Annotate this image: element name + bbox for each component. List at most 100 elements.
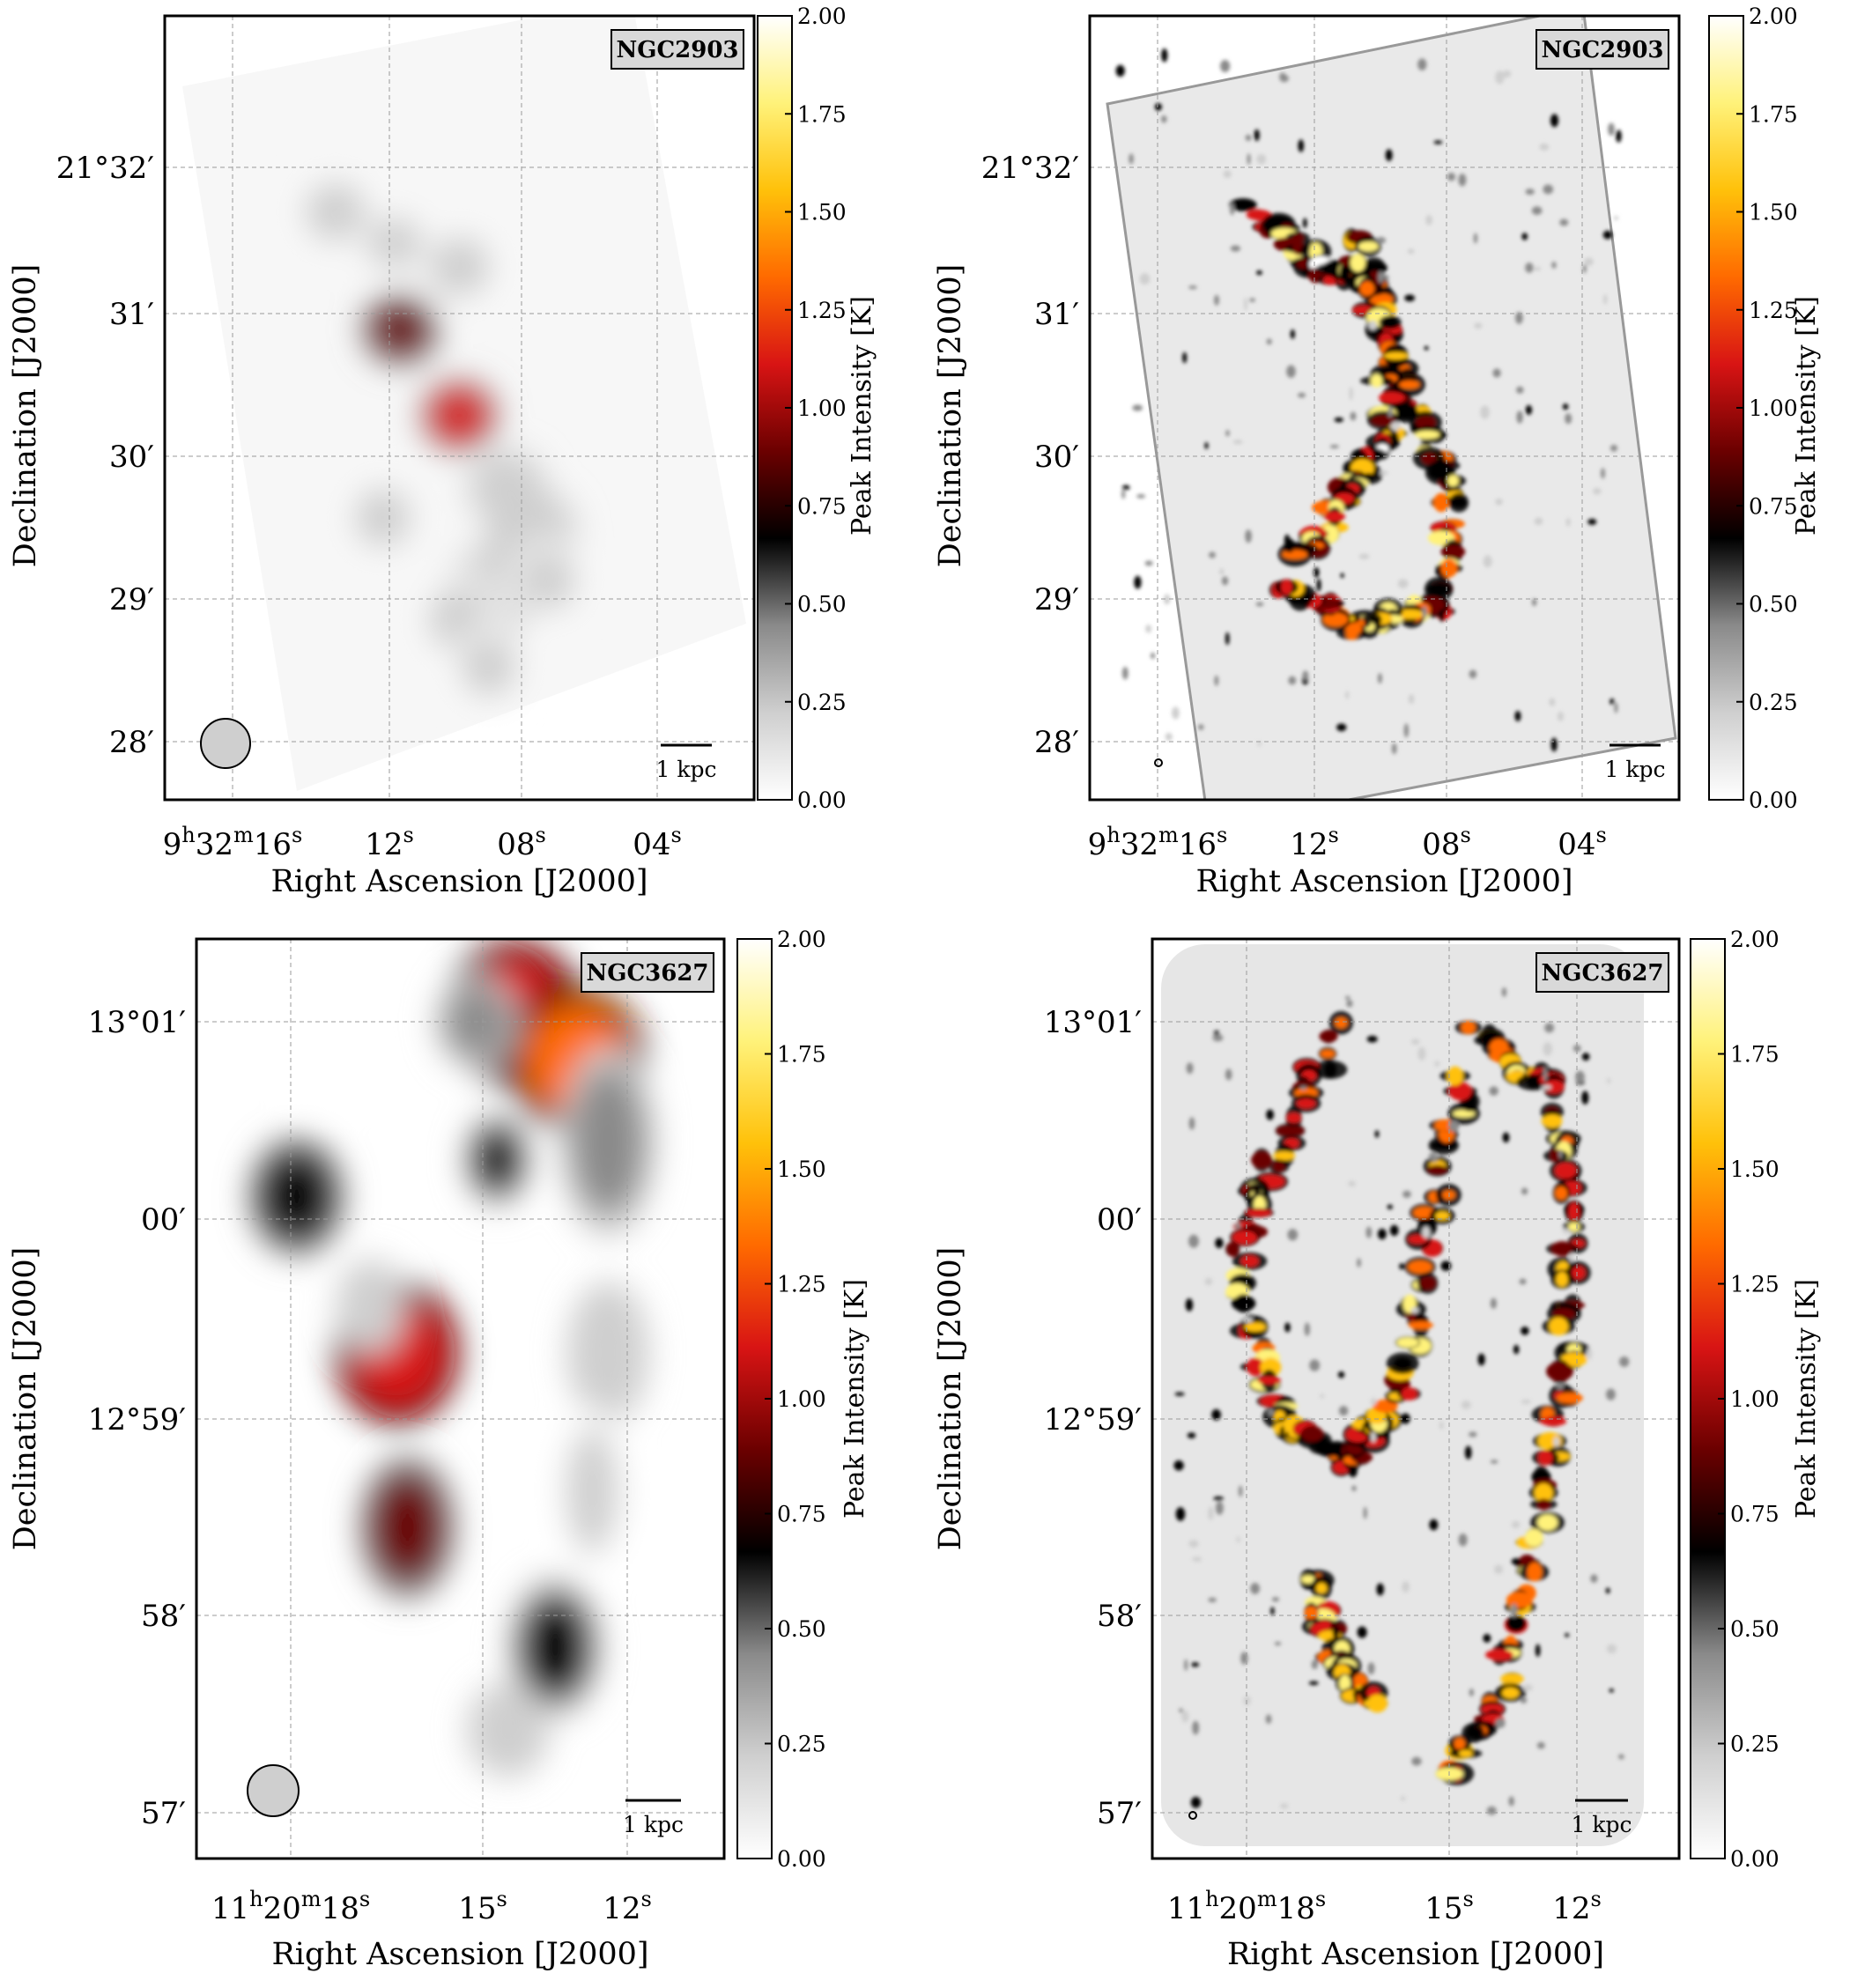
faint-clump <box>1374 1130 1380 1138</box>
galaxy-label-box <box>581 952 714 993</box>
faint-clump <box>1587 518 1597 525</box>
faint-clump <box>1494 1564 1504 1574</box>
clump <box>1378 391 1405 403</box>
faint-clump <box>1132 404 1143 411</box>
faint-clump <box>1218 568 1225 575</box>
faint-clump <box>1616 129 1622 143</box>
faint-clump <box>1584 257 1594 266</box>
faint-clump <box>1287 1229 1299 1241</box>
faint-clump <box>1411 1038 1420 1046</box>
colorbar-tick-label: 1.75 <box>1730 1042 1780 1068</box>
clump <box>1297 1098 1316 1109</box>
faint-clump <box>1186 1062 1194 1075</box>
faint-clump <box>1243 1696 1251 1706</box>
galaxy-label-box <box>1536 952 1669 993</box>
faint-clump <box>1544 1023 1555 1033</box>
colorbar-tick-label: 0.50 <box>1749 592 1798 617</box>
faint-clump <box>1229 203 1235 216</box>
colorbar-label: Peak Intensity [K] <box>1791 1279 1822 1519</box>
panel-ngc2903-detailed: NGC2903 1 kpc 9h32m16s 12s 08s 04s 21°32′ 31′ 30… <box>925 0 1850 916</box>
faint-clump <box>1581 1090 1589 1105</box>
clump <box>1393 1357 1412 1370</box>
faint-clump <box>1429 1519 1439 1531</box>
emission-blob <box>365 215 425 271</box>
clump <box>1426 584 1451 595</box>
faint-clump <box>1232 440 1243 445</box>
ra-tick-label: 15s <box>1424 1887 1474 1926</box>
clump <box>1454 1738 1466 1750</box>
faint-clump <box>1220 60 1231 73</box>
faint-clump <box>1243 297 1247 311</box>
clump <box>1557 1393 1583 1404</box>
x-axis-label: Right Ascension [J2000] <box>270 864 648 899</box>
faint-clump <box>1606 1644 1617 1654</box>
ra-tick-label: 15s <box>458 1887 507 1926</box>
ra-tick-label: 11h20m18s <box>211 1887 370 1926</box>
faint-clump <box>1309 1359 1321 1371</box>
clump <box>1231 198 1255 211</box>
faint-clump <box>1515 312 1523 324</box>
scale-bar-label: 1 kpc <box>1604 757 1665 782</box>
faint-clump <box>1366 1035 1378 1043</box>
faint-clump <box>1172 706 1180 720</box>
emission-clumps <box>1173 987 1630 1815</box>
clump <box>1231 1295 1256 1312</box>
clump <box>1384 351 1409 360</box>
faint-clump <box>1483 555 1492 568</box>
beam-ellipse <box>200 718 251 769</box>
colorbar-tick-label: 1.75 <box>1749 101 1798 127</box>
faint-clump <box>1521 1400 1531 1404</box>
clump <box>1555 1186 1568 1201</box>
clump <box>1232 1230 1257 1245</box>
faint-clump <box>1391 421 1400 432</box>
dec-tick-label: 00′ <box>1097 1202 1142 1238</box>
faint-clump <box>1411 1756 1422 1766</box>
faint-clump <box>1179 1708 1183 1713</box>
colorbar-tick-label: 0.00 <box>1730 1846 1780 1872</box>
faint-clump <box>1213 1497 1225 1501</box>
clump <box>1421 452 1437 464</box>
x-axis-label: Right Ascension [J2000] <box>271 1937 648 1972</box>
faint-clump <box>1519 1278 1527 1285</box>
faint-clump <box>1249 298 1256 302</box>
faint-clump <box>1320 1393 1325 1399</box>
faint-clump <box>1344 995 1350 1000</box>
faint-clump <box>1204 441 1209 449</box>
clump <box>1524 1528 1543 1548</box>
faint-clump <box>1525 404 1533 416</box>
galaxy-name: NGC3627 <box>586 960 708 987</box>
clump <box>1301 1575 1315 1584</box>
faint-clump <box>1439 455 1446 467</box>
scale-bar-label: 1 kpc <box>1571 1812 1632 1837</box>
faint-clump <box>1192 1556 1202 1562</box>
faint-clump <box>1161 48 1168 63</box>
faint-clump <box>1242 1317 1254 1323</box>
clump <box>1291 233 1304 243</box>
colorbar-tick-label: 2.00 <box>1730 927 1780 952</box>
faint-clump <box>1447 172 1456 181</box>
image-panel: NGC3627 1 kpc 11h20m18s 15s 12s 13°01′ 00′ 12°5… <box>933 927 1822 1972</box>
panel-ngc3627-smooth: NGC3627 1 kpc 11h20m18s 15s 12s 13°01′ 00′ 12°5… <box>0 916 925 1984</box>
faint-clump <box>1314 567 1320 578</box>
clump <box>1322 612 1349 627</box>
faint-clump <box>1240 1652 1248 1665</box>
faint-clump <box>1151 652 1156 660</box>
faint-clump <box>1543 184 1554 195</box>
emission-blob <box>259 1150 334 1243</box>
faint-clump <box>1458 174 1467 187</box>
panel-ngc2903-smooth: NGC2903 1 kpc 9h32m16s 12s 08s 04s 21°32′ 31′ 30… <box>0 0 925 916</box>
faint-clump <box>1128 153 1134 165</box>
galaxy-label-box <box>610 29 744 70</box>
clump <box>1506 1616 1527 1630</box>
faint-clump <box>1234 1223 1241 1229</box>
clump <box>1534 1483 1553 1503</box>
faint-clump <box>1400 1796 1406 1801</box>
faint-clump <box>1565 517 1571 527</box>
clump <box>1542 1114 1563 1128</box>
clump <box>1226 1241 1240 1257</box>
faint-clump <box>1473 233 1478 244</box>
emission-map <box>1106 16 1677 800</box>
clump <box>1435 1211 1450 1220</box>
coordinate-grid <box>1152 939 1679 1859</box>
faint-clump <box>1536 1741 1545 1749</box>
